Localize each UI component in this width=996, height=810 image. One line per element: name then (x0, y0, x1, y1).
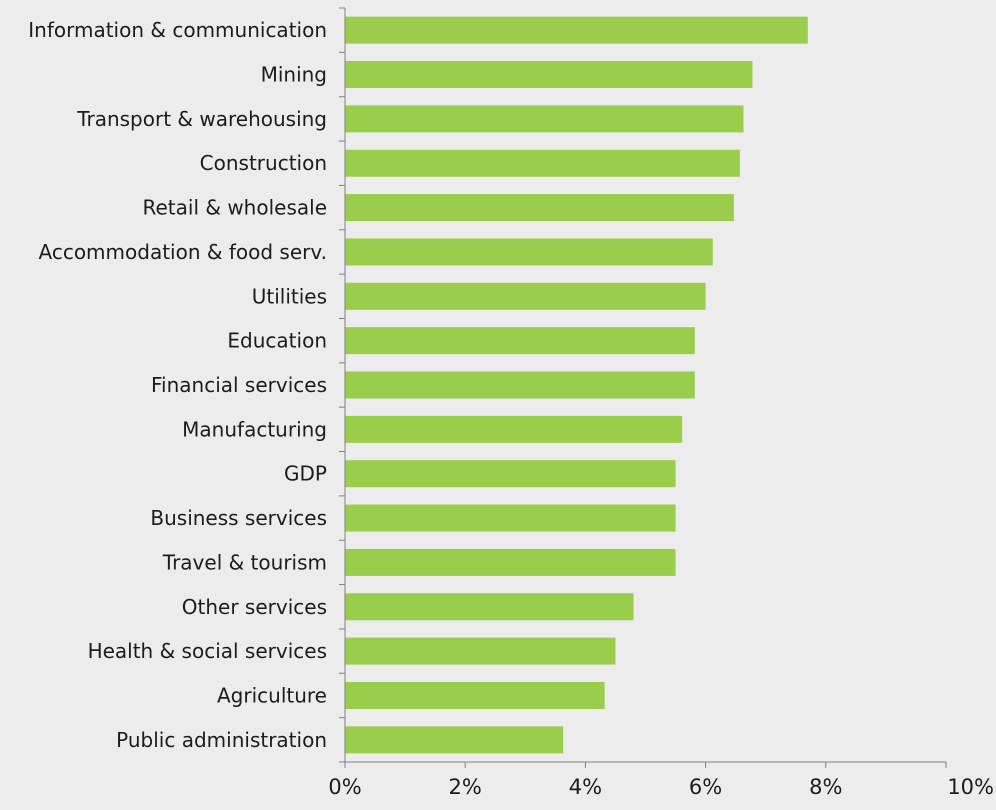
bar (345, 327, 695, 355)
bar (345, 681, 605, 709)
x-tick-label: 6% (689, 775, 722, 799)
bar (345, 726, 564, 754)
bar (345, 504, 676, 532)
category-label: Travel & tourism (162, 550, 327, 574)
x-tick-labels-group: 0% 2% 4% 6% 8% 10% (328, 775, 994, 799)
category-label: Transport & warehousing (76, 107, 327, 131)
bars-group (345, 16, 808, 754)
bar (345, 149, 740, 177)
category-label: Financial services (151, 373, 327, 397)
category-label: Information & communication (28, 18, 327, 42)
bar (345, 637, 616, 665)
category-label: Education (227, 329, 327, 353)
category-label: Health & social services (88, 639, 327, 663)
bar (345, 548, 676, 576)
bar (345, 238, 713, 266)
category-label: GDP (284, 462, 327, 486)
category-label: Other services (182, 595, 327, 619)
category-label: Accommodation & food serv. (39, 240, 328, 264)
category-labels-group: Information & communication Mining Transpo… (28, 18, 327, 752)
axes-group (339, 7, 947, 768)
x-tick-label: 4% (569, 775, 602, 799)
bar (345, 593, 634, 621)
bar (345, 16, 808, 44)
category-label: Manufacturing (182, 417, 327, 441)
bar (345, 460, 676, 488)
category-label: Agriculture (217, 683, 327, 707)
category-label: Business services (150, 506, 327, 530)
category-label: Utilities (252, 284, 327, 308)
bar (345, 415, 683, 443)
category-label: Construction (200, 151, 327, 175)
bar (345, 371, 695, 399)
bar (345, 194, 734, 222)
x-tick-label: 10% (947, 775, 994, 799)
category-label: Mining (261, 63, 327, 87)
x-tick-label: 2% (449, 775, 482, 799)
bar (345, 105, 744, 133)
category-label: Retail & wholesale (143, 196, 328, 220)
category-label: Public administration (116, 728, 327, 752)
bar (345, 61, 753, 89)
x-tick-label: 8% (809, 775, 842, 799)
x-tick-label: 0% (328, 775, 361, 799)
bar (345, 282, 706, 310)
